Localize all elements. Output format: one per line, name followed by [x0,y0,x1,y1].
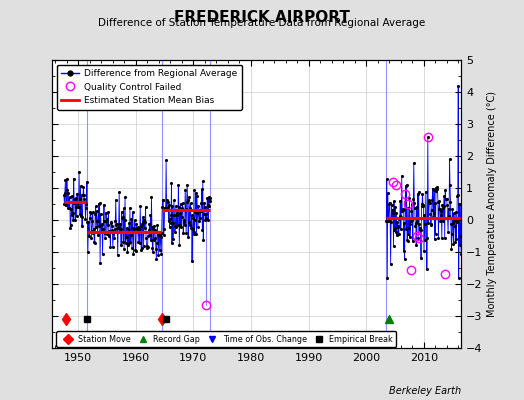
Legend: Station Move, Record Gap, Time of Obs. Change, Empirical Break: Station Move, Record Gap, Time of Obs. C… [57,332,397,347]
Text: FREDERICK AIRPORT: FREDERICK AIRPORT [174,10,350,25]
Y-axis label: Monthly Temperature Anomaly Difference (°C): Monthly Temperature Anomaly Difference (… [487,91,497,317]
Text: Difference of Station Temperature Data from Regional Average: Difference of Station Temperature Data f… [99,18,425,28]
Text: Berkeley Earth: Berkeley Earth [389,386,461,396]
